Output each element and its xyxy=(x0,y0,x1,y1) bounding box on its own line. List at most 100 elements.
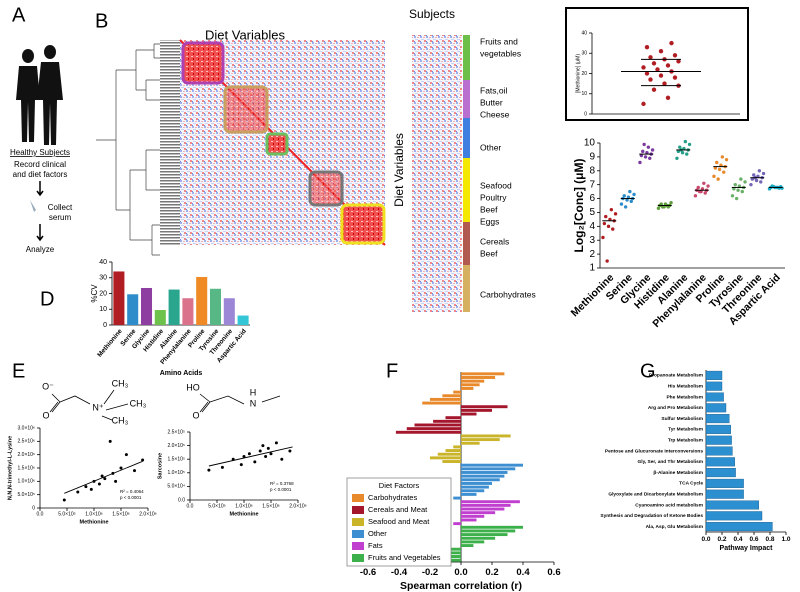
data-point xyxy=(716,177,720,181)
bar xyxy=(461,383,480,387)
data-point xyxy=(655,67,660,72)
x-tick-label: 1.0×10⁶ xyxy=(235,503,253,509)
data-point xyxy=(638,160,642,165)
data-point xyxy=(761,171,766,176)
y-tick-label: 1.0×10⁶ xyxy=(18,479,36,485)
bar xyxy=(461,478,500,482)
x-axis-label: Amino Acids xyxy=(160,370,203,377)
data-point xyxy=(672,75,678,80)
panel-label: F xyxy=(386,360,398,382)
data-point xyxy=(258,449,262,453)
data-point xyxy=(703,191,707,195)
data-point xyxy=(659,202,663,206)
legend-label: Other xyxy=(368,529,387,538)
caption: serum xyxy=(49,213,72,222)
bar xyxy=(168,289,180,325)
data-point xyxy=(759,180,763,184)
bar xyxy=(705,489,744,499)
group-label: Seafood xyxy=(480,180,512,190)
bar xyxy=(461,518,477,522)
y-tick-label: 6 xyxy=(589,193,595,204)
group-bar xyxy=(463,118,470,158)
y-tick-label: 5 xyxy=(589,207,595,218)
data-point xyxy=(658,73,664,78)
bar xyxy=(705,403,727,413)
data-point xyxy=(757,169,762,173)
caption: Collect xyxy=(48,203,73,212)
bar xyxy=(154,310,166,325)
y-tick-label: 0 xyxy=(103,322,107,329)
data-point xyxy=(702,181,706,185)
cluster-box xyxy=(265,132,289,156)
atom: N xyxy=(250,398,257,408)
caption: Record clinical xyxy=(14,160,66,169)
bar xyxy=(453,522,461,526)
data-point xyxy=(641,65,646,70)
bar xyxy=(461,481,492,485)
data-point xyxy=(605,259,609,263)
group-label: Carbohydrates xyxy=(480,289,536,299)
x-tick-label: -0.2 xyxy=(422,567,438,578)
data-point xyxy=(619,202,624,206)
bar xyxy=(442,460,461,463)
data-point xyxy=(628,189,632,194)
data-point xyxy=(644,44,650,50)
subjects-heatmap xyxy=(412,35,462,312)
structures xyxy=(49,389,281,421)
legend-swatch xyxy=(352,542,364,550)
bar xyxy=(705,392,724,402)
y-tick-label: Synthesis and Degradation of Ketone Bodi… xyxy=(600,513,703,519)
data-point xyxy=(724,157,729,162)
group-label: Fruits and xyxy=(480,36,518,46)
bar xyxy=(406,427,461,431)
y-tick-label: 2.5×10⁵ xyxy=(167,429,185,435)
y-tick-label: Phe Metabolism xyxy=(666,394,703,400)
x-tick-label: 0.0 xyxy=(37,511,44,517)
legend-swatch xyxy=(352,506,364,514)
trend-line xyxy=(208,446,293,467)
x-axis-label: Methionine xyxy=(79,519,108,525)
panel-label: D xyxy=(40,288,54,310)
bar xyxy=(461,412,477,416)
x-tick-label: 0.0 xyxy=(187,503,194,509)
data-point xyxy=(680,151,685,155)
caption: Healthy Subjects xyxy=(10,148,70,157)
data-point xyxy=(732,187,736,191)
data-point xyxy=(280,457,284,461)
y-tick-label: 8 xyxy=(589,165,595,176)
data-point xyxy=(669,201,673,205)
bar xyxy=(442,394,461,398)
group-label: Other xyxy=(480,142,501,152)
y-axis-label: Log₂[Conc] (μM) xyxy=(572,159,586,253)
data-point xyxy=(62,498,66,502)
bar xyxy=(461,463,523,467)
bar xyxy=(140,287,153,325)
bar xyxy=(461,529,516,533)
data-point xyxy=(641,101,646,107)
arrow xyxy=(36,181,44,197)
data-point xyxy=(643,155,648,159)
data-point xyxy=(693,194,698,198)
panel-label: A xyxy=(12,4,26,26)
legend-label: Cereals and Meat xyxy=(368,505,428,514)
data-point xyxy=(274,441,278,445)
y-tick-label: TCA Cycle xyxy=(679,481,703,487)
group-label: Cereals xyxy=(480,236,509,246)
panel-label: B xyxy=(95,10,108,32)
atom: CH₃ xyxy=(112,415,129,425)
data-point xyxy=(124,453,128,457)
data-point xyxy=(730,194,735,198)
y-axis-label: N,N,N-trimethyl-L-Lysine xyxy=(7,436,13,500)
bar xyxy=(705,424,731,434)
data-point xyxy=(720,155,725,159)
structure-labels: O⁻ O N⁺ CH₃ CH₃ CH₃ HO O H N xyxy=(42,378,256,425)
bar xyxy=(395,430,461,434)
data-point xyxy=(733,182,737,187)
data-point xyxy=(712,174,716,179)
data-point xyxy=(97,482,101,486)
data-point xyxy=(242,454,246,458)
data-point xyxy=(601,235,605,240)
y-tick-label: 7 xyxy=(589,179,595,190)
y-tick-label: Arg and Pro Metabolism xyxy=(648,405,703,411)
y-tick-label: 5.0×10⁵ xyxy=(17,492,35,498)
